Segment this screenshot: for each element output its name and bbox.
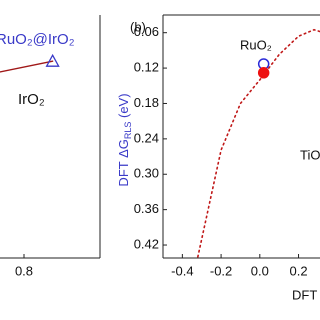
y-label-sub: RLS (123, 122, 133, 140)
y-axis-label: DFT ΔGRLS (eV) (116, 93, 133, 186)
x-tick-label: -0.4 (171, 263, 193, 278)
x-tick-label: 0.8 (15, 263, 33, 278)
x-axis-label: DFT (292, 287, 317, 302)
x-tick-label: 0.2 (289, 263, 307, 278)
series-line (197, 28, 320, 258)
panel-label: (b) (130, 19, 146, 34)
y-tick-label: 0.18 (134, 95, 159, 110)
y-tick-label: 0.30 (134, 166, 159, 181)
y-label-part: DFT ΔG (116, 139, 131, 186)
annotation: RuO₂@IrO₂ (0, 31, 75, 48)
annotation: RuO₂ (240, 37, 272, 52)
x-tick-label: 0.0 (251, 263, 269, 278)
y-tick-label: 0.36 (134, 201, 159, 216)
x-tick-label: -0.2 (210, 263, 232, 278)
y-tick-label: 0.42 (134, 236, 159, 251)
marker (257, 67, 270, 79)
series-line (0, 60, 54, 73)
y-tick-label: 0.06 (134, 24, 159, 39)
annotation: IrO₂ (18, 91, 45, 108)
marker (45, 53, 60, 67)
annotation: TiO (300, 147, 320, 162)
y-tick-label: 0.24 (134, 130, 159, 145)
y-label-part: (eV) (116, 93, 131, 121)
y-tick-label: 0.12 (134, 60, 159, 75)
